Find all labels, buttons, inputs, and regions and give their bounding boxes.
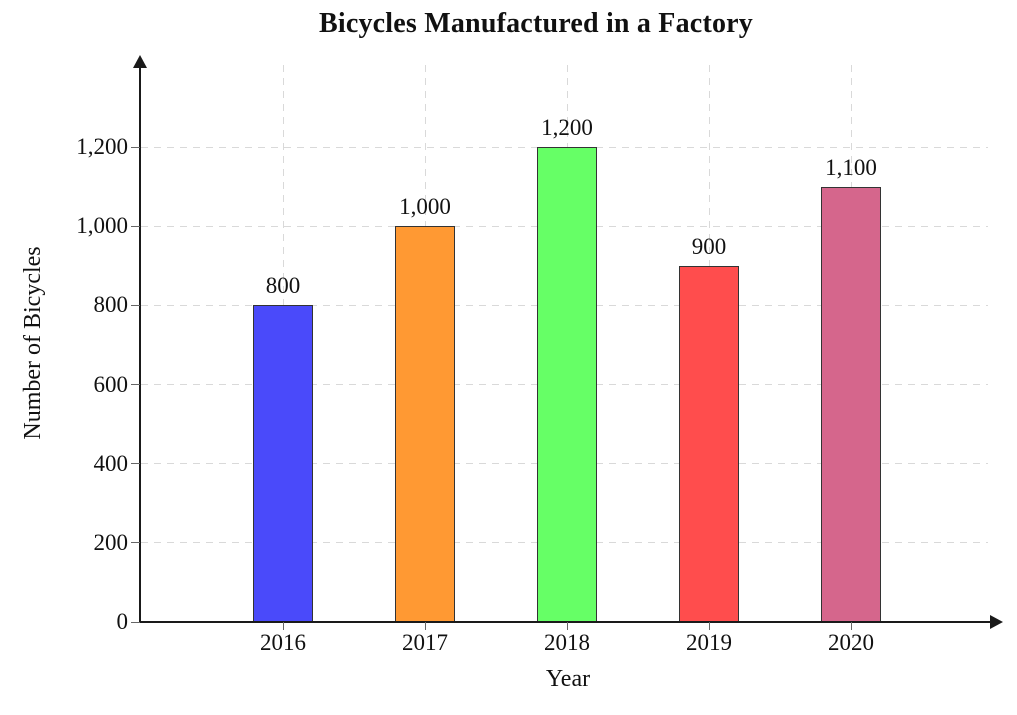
y-tick-label: 1,000 bbox=[76, 213, 128, 239]
y-tick-label: 200 bbox=[93, 529, 129, 555]
y-tick-mark bbox=[131, 621, 140, 623]
bar-2019 bbox=[679, 265, 739, 622]
x-axis-line bbox=[139, 621, 992, 623]
bar-2018 bbox=[537, 147, 597, 622]
x-axis-title: Year bbox=[545, 666, 591, 692]
y-tick-mark bbox=[131, 225, 140, 227]
y-tick-mark bbox=[131, 542, 140, 544]
y-axis-arrowhead-icon bbox=[133, 55, 147, 68]
x-tick-label: 2018 bbox=[544, 630, 590, 655]
y-tick-mark bbox=[131, 384, 140, 385]
y-tick-label: 1,200 bbox=[76, 134, 128, 159]
y-tick-label: 600 bbox=[93, 371, 129, 397]
bar-2020 bbox=[821, 186, 881, 622]
x-tick-mark bbox=[708, 622, 710, 630]
x-tick-mark bbox=[424, 622, 426, 630]
y-tick-mark bbox=[131, 463, 140, 465]
x-tick-mark bbox=[850, 622, 852, 630]
bar-value-label: 800 bbox=[265, 273, 301, 299]
x-tick-label: 2020 bbox=[828, 630, 874, 655]
bar-value-label: 1,200 bbox=[541, 115, 593, 140]
bar-2017 bbox=[395, 226, 455, 622]
y-axis-line bbox=[139, 60, 141, 623]
y-tick-mark bbox=[131, 146, 140, 148]
x-tick-mark bbox=[282, 622, 284, 630]
y-tick-label: 0 bbox=[116, 609, 129, 634]
bar-value-label: 900 bbox=[691, 233, 727, 259]
y-axis-title: Number of Bicycles bbox=[20, 246, 46, 440]
y-tick-mark bbox=[131, 304, 140, 306]
x-tick-label: 2019 bbox=[686, 630, 732, 655]
y-tick-label: 800 bbox=[93, 292, 129, 318]
chart-title: Bicycles Manufactured in a Factory bbox=[319, 8, 753, 39]
x-axis-arrowhead-icon bbox=[990, 615, 1003, 629]
bar-value-label: 1,100 bbox=[825, 154, 877, 180]
bar-value-label: 1,000 bbox=[399, 194, 451, 220]
x-tick-label: 2017 bbox=[402, 630, 448, 655]
x-tick-mark bbox=[566, 622, 568, 630]
x-tick-label: 2016 bbox=[260, 630, 306, 655]
y-tick-label: 400 bbox=[93, 450, 129, 476]
bar-2016 bbox=[253, 305, 313, 622]
